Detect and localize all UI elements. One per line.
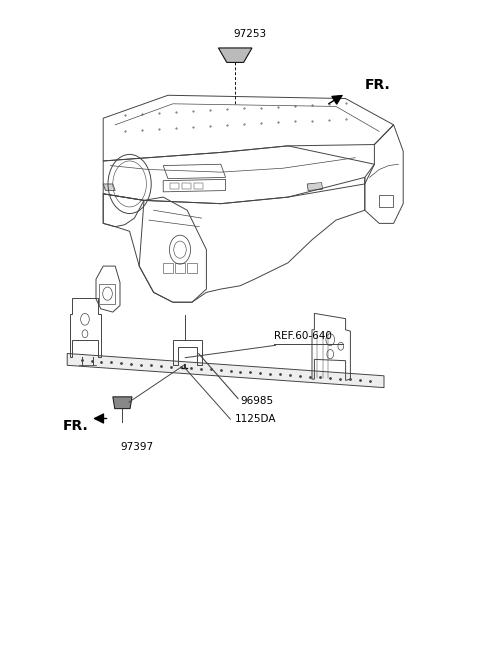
Bar: [182, 183, 191, 189]
Polygon shape: [67, 353, 384, 388]
Text: 1125DA: 1125DA: [235, 414, 276, 424]
Bar: [163, 263, 173, 273]
Bar: [194, 183, 203, 189]
Text: 96985: 96985: [240, 396, 273, 406]
Polygon shape: [113, 397, 132, 409]
Bar: [99, 284, 115, 304]
Bar: [170, 183, 179, 189]
Text: FR.: FR.: [62, 419, 88, 434]
Polygon shape: [218, 48, 252, 62]
Bar: [379, 195, 393, 207]
Text: 97253: 97253: [233, 30, 266, 39]
Text: FR.: FR.: [365, 78, 391, 93]
Text: REF.60-640: REF.60-640: [274, 331, 332, 342]
Bar: [175, 263, 185, 273]
Text: 97397: 97397: [120, 442, 154, 451]
Bar: [187, 263, 197, 273]
